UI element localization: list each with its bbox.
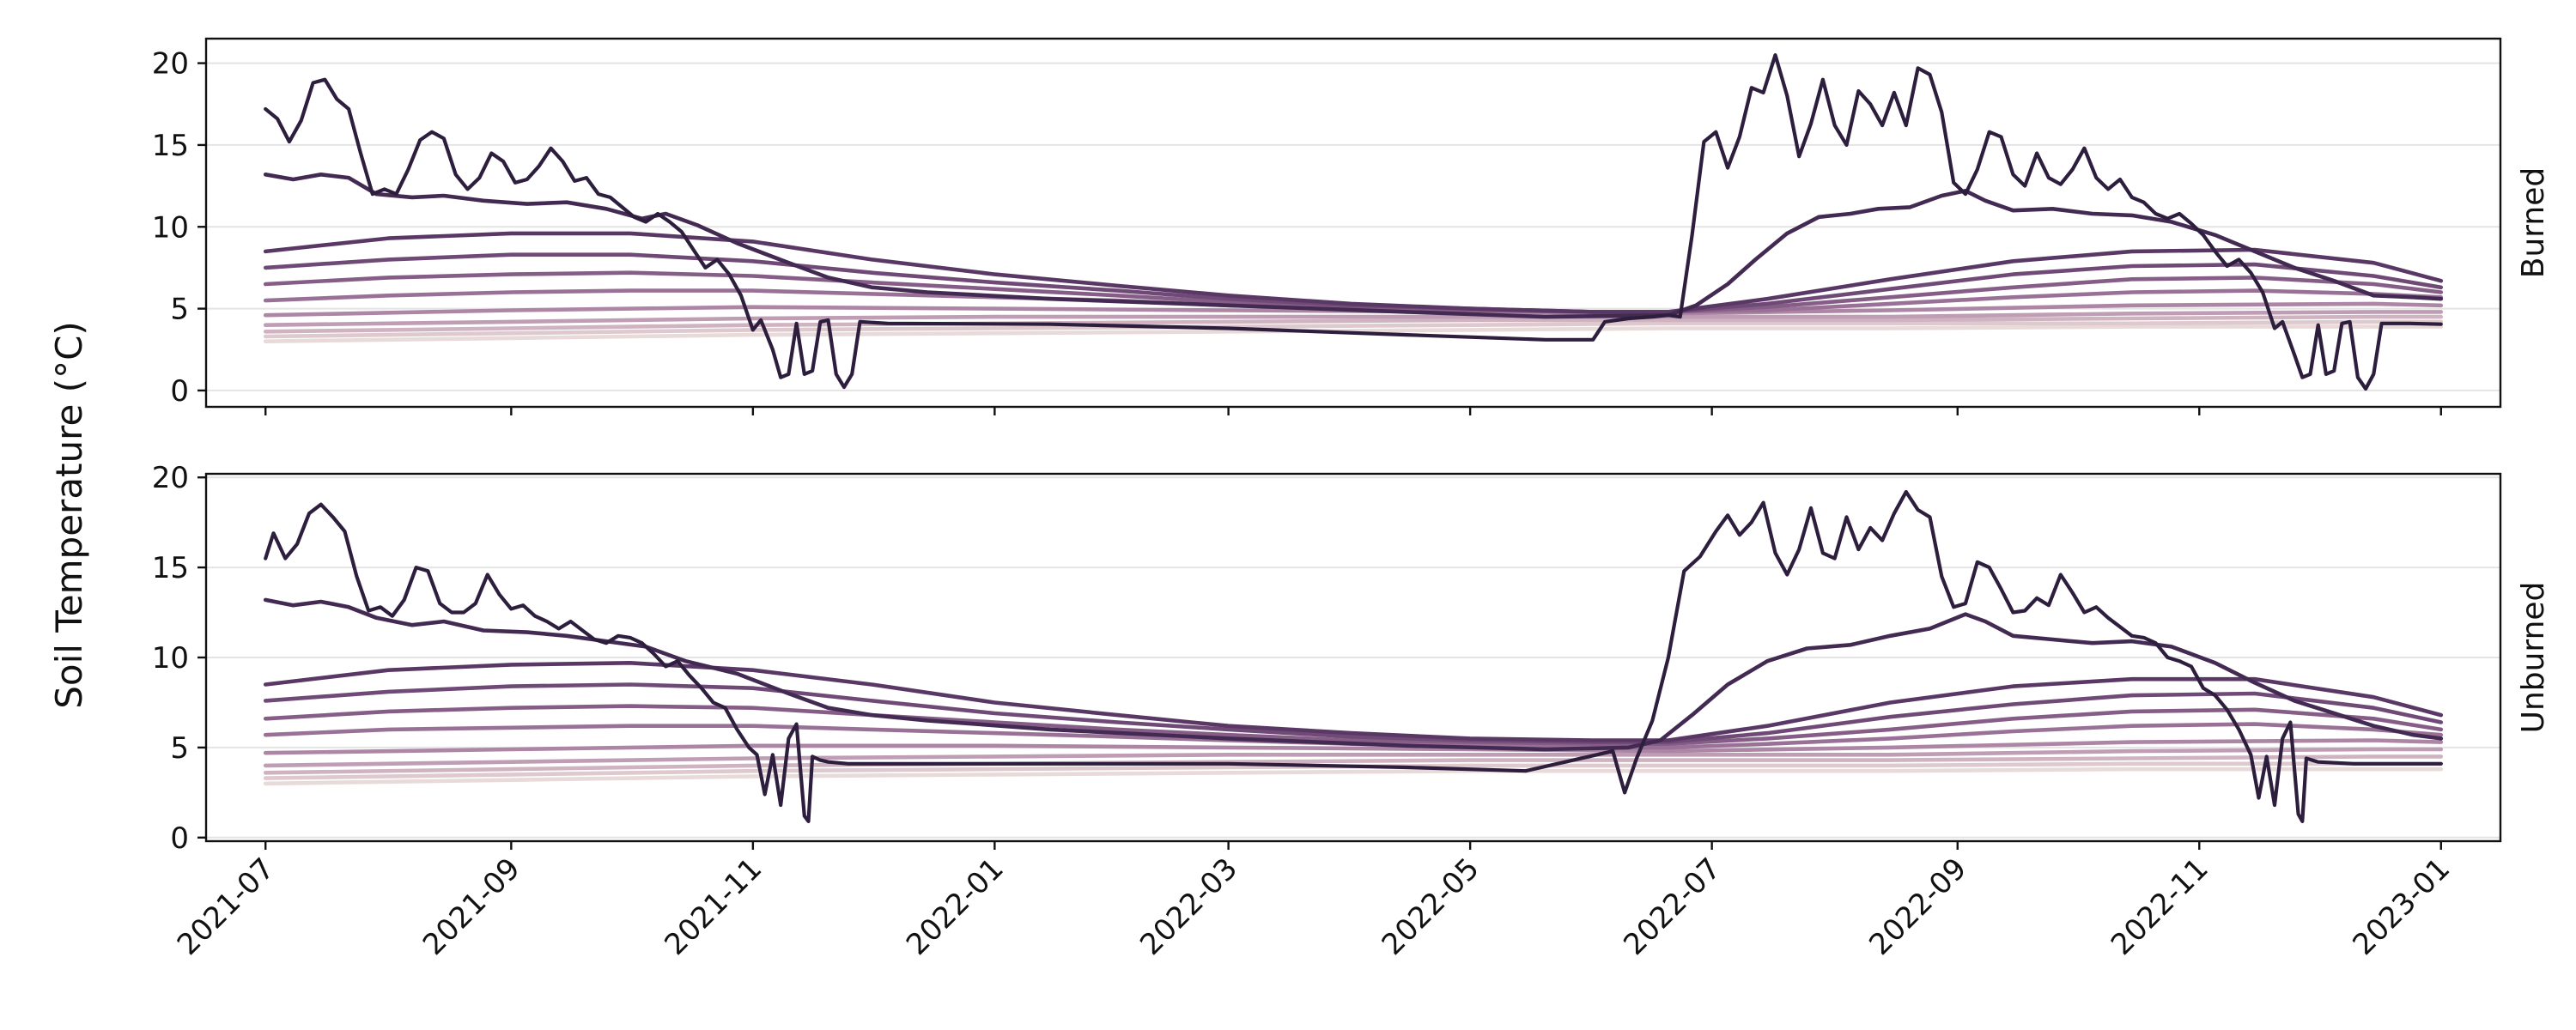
series-line-depth-4 [263,682,2444,744]
x-tick-label: 2022-07 [1617,851,1728,962]
y-tick-label: 15 [152,551,189,585]
facet-label: Unburned [2516,582,2551,734]
y-tick-label: 5 [170,731,189,766]
series-line-depth-11 [263,766,2444,786]
panel-frame [204,37,2502,409]
panel-frame [204,472,2502,843]
y-tick-label: 0 [170,374,189,409]
series-line-depth-8 [263,747,2444,768]
x-tick-label: 2022-03 [1133,851,1244,962]
panel-unburned: 0 5 10 15 20 Unburned 2021-07 2021-09 2021-11 202… [152,461,2551,962]
y-tick-label: 20 [152,47,189,82]
x-tick-label: 2022-05 [1376,851,1486,962]
series-line-depth-11 [263,324,2444,343]
series-line-depth-9 [263,754,2444,775]
y-tick-label: 20 [152,461,189,495]
series-line-depth-8 [263,310,2444,327]
y-tick-label: 5 [170,293,189,327]
x-tick-label: 2021-09 [416,851,527,962]
y-tick-label: 10 [152,641,189,676]
series-line-depth-3 [263,661,2444,742]
y-tick-label: 10 [152,210,189,245]
x-tick-label: 2022-11 [2105,851,2215,962]
facet-label: Burned [2516,167,2551,279]
y-axis-label: Soil Temperature (°C) [48,321,90,709]
series-line-depth-3 [263,231,2444,314]
x-tick-label: 2021-07 [171,851,282,962]
series-line-depth-1 [264,52,2443,391]
y-tick-label: 0 [170,821,189,856]
series-line-depth-2 [263,173,2444,319]
series-line-depth-10 [263,319,2444,339]
series-line-depth-1 [264,489,2443,823]
x-tick-label: 2023-01 [2346,851,2457,962]
series-line-depth-5 [263,704,2444,746]
y-tick-label: 15 [152,129,189,163]
series-group [263,52,2444,391]
series-line-depth-9 [263,314,2444,334]
series-line-depth-10 [263,761,2444,780]
panel-burned: 0 5 10 15 20 Burned [152,37,2551,415]
x-tick-label: 2022-01 [900,851,1011,962]
x-tick-label: 2022-09 [1862,851,1973,962]
series-group [263,489,2444,823]
x-tick-label: 2021-11 [658,851,769,962]
